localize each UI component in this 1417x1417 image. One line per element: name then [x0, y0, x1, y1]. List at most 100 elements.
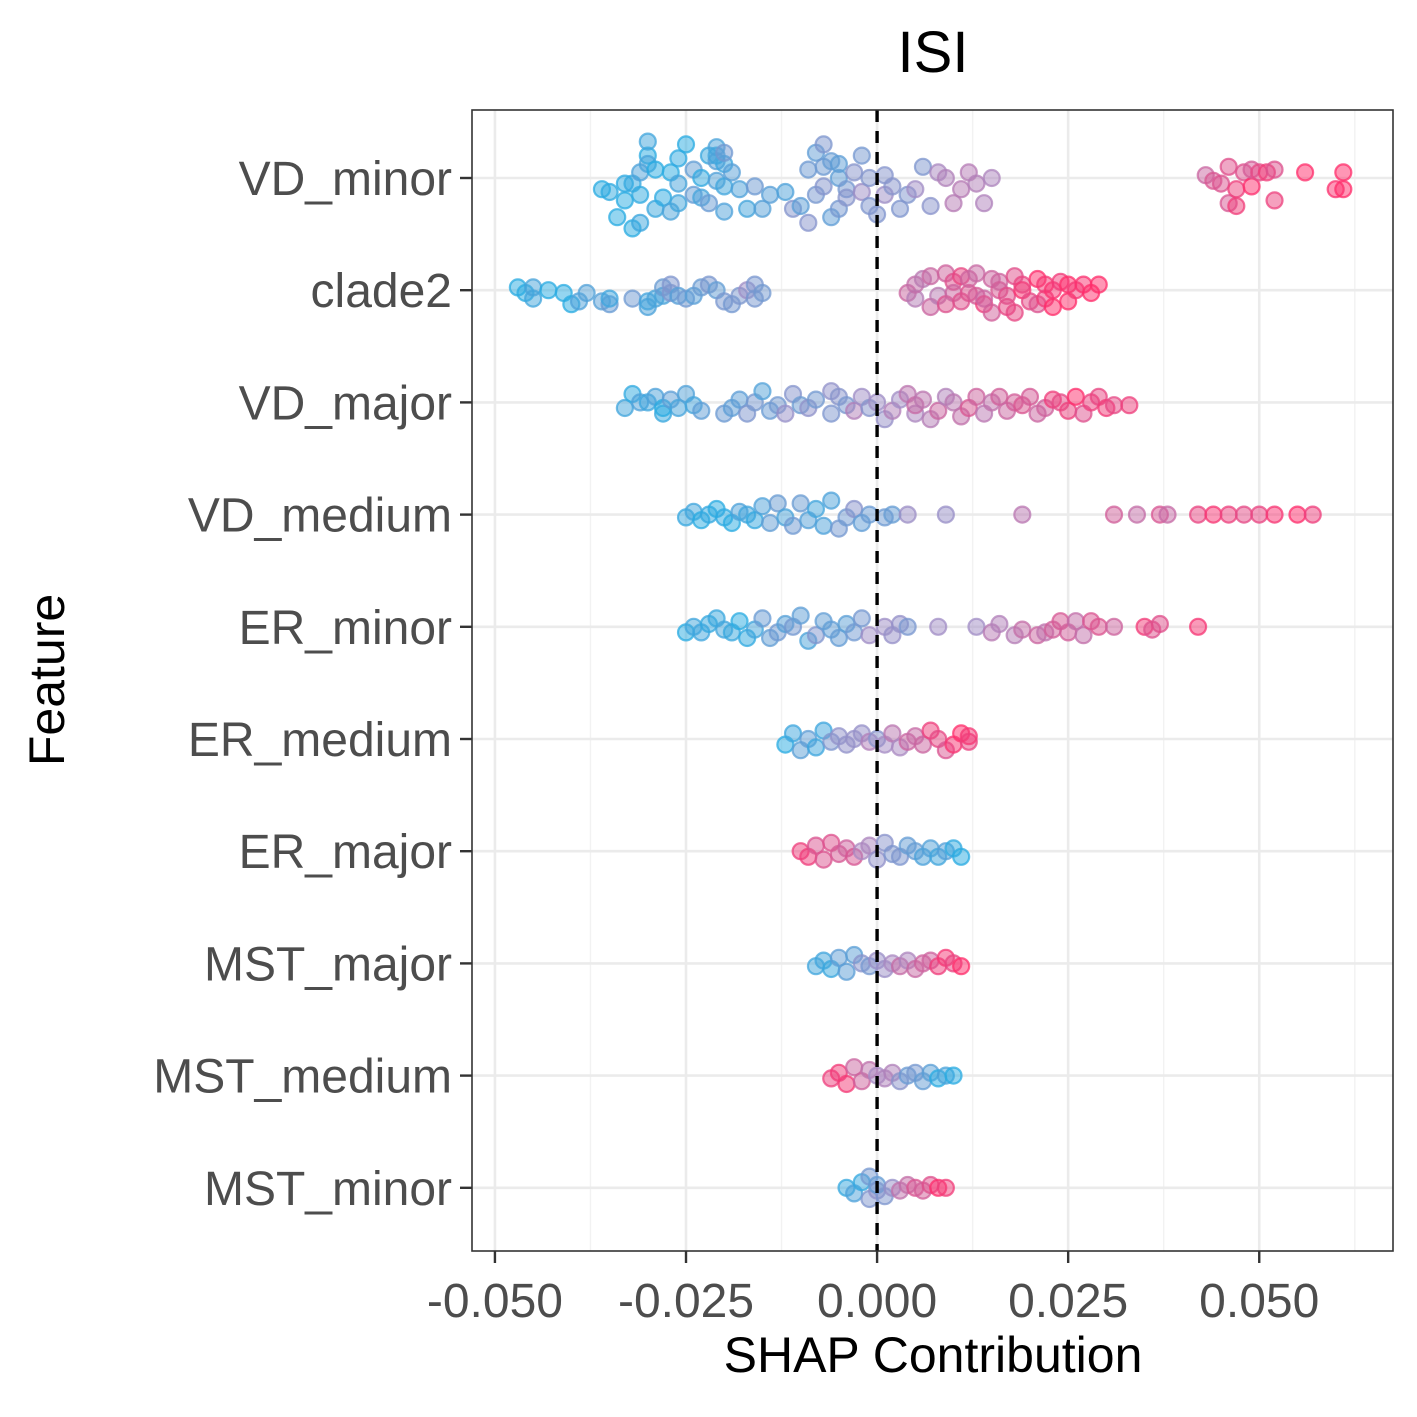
shap-point — [1265, 191, 1284, 210]
shap-point — [822, 491, 841, 510]
shap-point — [967, 387, 986, 406]
shap-point — [600, 182, 619, 202]
shap-point — [623, 289, 642, 308]
points-layer — [508, 132, 1353, 1209]
shap-point — [814, 177, 833, 196]
shap-point — [997, 286, 1017, 305]
shap-point — [860, 626, 879, 645]
x-tick-label: 0.050 — [1199, 1275, 1319, 1328]
shap-point — [799, 213, 818, 232]
shap-point — [753, 382, 772, 401]
shap-point — [783, 516, 803, 535]
shap-point — [952, 847, 971, 866]
shap-point — [913, 390, 933, 409]
feature-label: VD_medium — [188, 490, 452, 543]
shap-point — [982, 303, 1001, 322]
shap-point — [1334, 180, 1353, 199]
shap-point — [883, 505, 902, 524]
shap-point — [715, 143, 734, 162]
shap-point — [539, 281, 558, 300]
feature-label: MST_minor — [204, 1163, 452, 1216]
shap-point — [921, 267, 940, 286]
shap-point — [631, 185, 650, 204]
feature-label: VD_major — [239, 377, 452, 430]
shap-point — [1227, 196, 1246, 216]
shap-point — [860, 505, 879, 524]
shap-point — [1043, 297, 1062, 317]
shap-point — [921, 196, 940, 216]
shap-point — [646, 160, 665, 179]
shap-point — [936, 168, 955, 188]
x-axis-title: SHAP Contribution — [724, 1327, 1143, 1383]
shap-point — [753, 199, 772, 218]
shap-point — [936, 1178, 955, 1197]
shap-point — [852, 609, 871, 628]
shap-point — [722, 163, 741, 182]
shap-point — [860, 168, 879, 188]
x-tick-label: -0.050 — [427, 1275, 563, 1328]
shap-point — [967, 264, 986, 283]
shap-point — [1013, 505, 1032, 524]
feature-label: ER_minor — [239, 602, 452, 655]
shap-point — [1265, 505, 1284, 524]
shap-point — [959, 727, 978, 746]
shap-point — [1104, 396, 1124, 415]
shap-point — [814, 135, 833, 154]
shap-point — [631, 213, 650, 232]
shap-point — [806, 390, 826, 409]
shap-point — [669, 194, 688, 213]
shap-point — [806, 738, 826, 757]
shap-point — [1227, 180, 1246, 199]
shap-point — [837, 188, 856, 207]
shap-point — [967, 174, 986, 193]
shap-point — [791, 606, 810, 625]
shap-point — [730, 612, 749, 631]
shap-point — [967, 617, 986, 636]
shap-point — [837, 1074, 856, 1094]
shap-point — [852, 146, 871, 165]
shap-point — [753, 283, 772, 303]
shap-point — [829, 628, 848, 648]
shap-point — [829, 154, 848, 174]
shap-point — [699, 194, 719, 213]
shap-point — [898, 617, 917, 636]
feature-label: ER_major — [239, 826, 452, 879]
shap-point — [524, 278, 543, 297]
x-tick-label: 0.000 — [817, 1275, 937, 1328]
shap-point — [745, 177, 764, 196]
shap-point — [653, 188, 673, 207]
shap-point — [929, 401, 948, 420]
shap-point — [883, 724, 902, 743]
chart-title: ISI — [898, 20, 969, 85]
shap-point — [944, 393, 963, 412]
shap-point — [1234, 505, 1254, 524]
axis-layer: -0.050 -0.025 0.000 0.025 0.050 VD_minorclade… — [153, 153, 1319, 1328]
shap-point — [890, 199, 910, 218]
shap-point — [1089, 275, 1108, 294]
shap-point — [577, 283, 596, 303]
shap-point — [791, 494, 810, 513]
shap-point — [852, 182, 871, 202]
shap-point — [776, 404, 795, 423]
shap-point — [760, 185, 780, 204]
shap-point — [669, 174, 688, 193]
shap-point — [692, 401, 711, 420]
shap-point — [638, 132, 657, 151]
y-axis-title: Feature — [19, 594, 75, 766]
shap-point — [608, 208, 627, 227]
shap-point — [1188, 505, 1208, 524]
shap-point — [1066, 387, 1085, 406]
shap-point — [1296, 163, 1315, 182]
shap-point — [845, 499, 864, 519]
shap-point — [822, 404, 841, 423]
shap-point — [1120, 396, 1139, 415]
shap-point — [1020, 387, 1040, 406]
shap-point — [944, 1066, 963, 1085]
shap-point — [1150, 614, 1169, 634]
shap-point — [1013, 620, 1032, 639]
shap-point — [936, 505, 955, 524]
shap-point — [1219, 157, 1238, 176]
shap-point — [753, 609, 772, 628]
